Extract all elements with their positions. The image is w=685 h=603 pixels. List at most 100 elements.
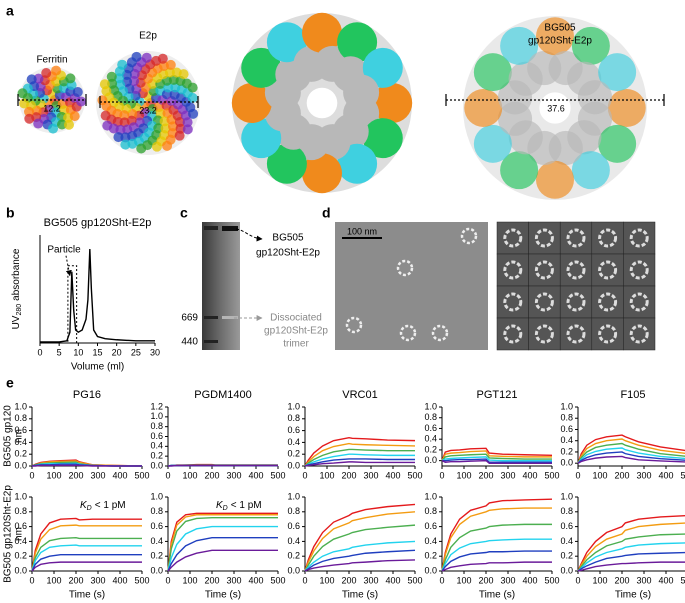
x-axis-label: Volume (ml)	[71, 362, 124, 373]
structure-blob	[69, 111, 80, 122]
x-tick-label: 300	[226, 575, 241, 585]
structure-blob	[464, 89, 503, 127]
data-line	[304, 448, 415, 467]
chart-title: BG505 gp120Sht-E2p	[44, 217, 152, 229]
scale-bar-label: 100 nm	[347, 226, 377, 236]
x-tick-label: 0	[575, 575, 580, 585]
structure-blob	[76, 96, 87, 107]
structure-blob	[302, 153, 342, 194]
em-particle	[345, 316, 363, 334]
band-label: gp120Sht-E2p	[264, 326, 328, 337]
x-tick-label: 100	[592, 575, 607, 585]
structure-blob	[72, 87, 83, 98]
class-averages	[496, 221, 656, 351]
structure-blob	[56, 119, 67, 130]
y-tick-label: 1.0	[14, 401, 27, 411]
class-ring	[566, 228, 586, 248]
y-tick-label: 0.2	[424, 551, 437, 561]
x-tick-label: 0	[37, 347, 42, 357]
y-tick-label: 1.0	[560, 401, 573, 411]
structure-blob	[24, 113, 35, 124]
x-tick-label: 400	[385, 575, 400, 585]
data-line	[577, 551, 685, 572]
em-particle	[399, 324, 417, 342]
structure-blob	[187, 82, 198, 93]
x-tick-label: 500	[270, 575, 285, 585]
structure-blob	[473, 124, 512, 163]
x-tick-label: 100	[456, 470, 471, 480]
data-line	[31, 517, 142, 572]
data-line	[167, 512, 278, 572]
y-tick-label: 0.2	[560, 446, 573, 456]
x-tick-label: 400	[658, 575, 673, 585]
data-line	[32, 464, 142, 467]
panel-letter: e	[6, 375, 14, 391]
y-tick-label: 0.6	[150, 521, 163, 531]
data-line	[304, 549, 416, 572]
structure-blob	[151, 141, 162, 152]
x-tick-label: 100	[182, 575, 197, 585]
structure-blob	[64, 119, 75, 130]
data-line	[304, 436, 416, 467]
band-label: Dissociated	[270, 313, 322, 324]
y-axis-label: BG505 gp120Sht-E2p	[3, 485, 14, 583]
panel-letter: d	[322, 205, 331, 221]
y-tick-label: 0.4	[150, 441, 163, 451]
kd-symbol: K	[80, 500, 88, 511]
class-ring	[534, 292, 554, 312]
class-average	[528, 253, 561, 287]
x-tick-label: 300	[90, 575, 105, 585]
structure-blob	[266, 143, 307, 184]
data-line	[577, 455, 685, 464]
x-axis-label: Time (s)	[205, 590, 241, 601]
x-tick-label: 500	[134, 470, 149, 480]
marker-label: 669	[181, 313, 198, 324]
y-tick-label: 0.0	[287, 565, 300, 575]
y-tick-label: 1.0	[560, 491, 573, 501]
x-tick-label: 100	[319, 575, 334, 585]
data-line	[167, 514, 278, 572]
class-average	[591, 253, 624, 287]
structure-blob	[337, 22, 378, 63]
structure-blob	[106, 71, 117, 82]
structure-blob	[231, 83, 272, 123]
x-tick-label: 500	[134, 575, 149, 585]
structure-blob	[131, 51, 142, 62]
data-line	[31, 561, 142, 572]
y-tick-label: 0.4	[150, 536, 163, 546]
data-line	[577, 522, 685, 572]
x-tick-label: 300	[636, 575, 651, 585]
structure-blob	[362, 47, 403, 88]
data-line	[304, 458, 415, 467]
em-particle	[460, 227, 478, 245]
y-tick-label: 0.2	[150, 551, 163, 561]
y-tick-label: 1.0	[424, 401, 437, 411]
y-tick-label: 0.2	[14, 449, 27, 459]
y-tick-label: 0.4	[424, 434, 437, 444]
band-label: gp120Sht-E2p	[256, 248, 320, 259]
data-line	[577, 442, 685, 464]
gel-image	[202, 222, 240, 350]
structure-blob	[41, 68, 52, 79]
x-tick-label: 500	[544, 470, 559, 480]
x-tick-label: 300	[500, 575, 515, 585]
structure-blob	[188, 108, 199, 119]
class-ring	[629, 324, 649, 344]
class-ring	[566, 324, 586, 344]
class-ring	[534, 228, 554, 248]
x-tick-label: 200	[204, 575, 219, 585]
x-tick-label: 10	[73, 347, 83, 357]
class-average	[623, 285, 656, 319]
y-tick-label: 0.0	[287, 460, 300, 470]
data-line	[304, 511, 416, 572]
data-line	[31, 524, 142, 572]
class-average	[623, 317, 656, 351]
class-ring	[503, 260, 523, 280]
y-tick-label: 0.6	[150, 431, 163, 441]
y-tick-label: 0.0	[560, 565, 573, 575]
y-axis-label: nm	[14, 527, 25, 541]
class-average	[591, 221, 624, 255]
x-tick-label: 500	[270, 470, 285, 480]
y-tick-label: 1.0	[150, 411, 163, 421]
annotation-arrow	[65, 255, 72, 277]
